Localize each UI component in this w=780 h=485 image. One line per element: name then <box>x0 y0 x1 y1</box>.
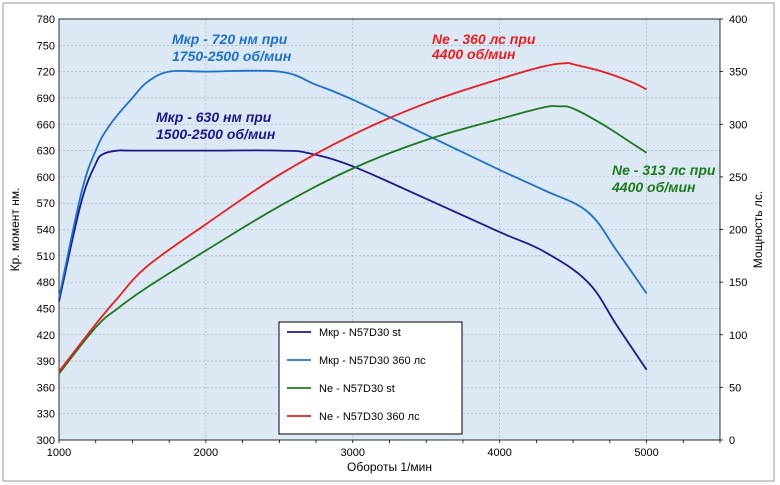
y-left-tick-label: 660 <box>37 119 55 131</box>
legend-label: Mкр - N57D30 st <box>319 327 401 339</box>
y-right-tick-label: 150 <box>729 277 747 289</box>
x-tick-label: 5000 <box>634 447 658 459</box>
legend-label: Mкр - N57D30 360 лс <box>319 355 426 367</box>
y-left-tick-label: 390 <box>37 356 55 368</box>
y-left-tick-label: 330 <box>37 409 55 421</box>
annotation-torque-360-line2: 1750-2500 об/мин <box>172 48 292 64</box>
x-axis-title: Обороты 1/мин <box>347 460 432 474</box>
y-right-tick-label: 0 <box>729 435 735 447</box>
annotation-torque-st-line1: Mкр - 630 нм при <box>156 109 272 125</box>
y-right-tick-label: 400 <box>729 14 747 26</box>
series-line-power-360 <box>58 62 648 373</box>
annotation-power-st-line2: 4400 об/мин <box>611 179 696 195</box>
y-left-tick-label: 630 <box>37 146 55 158</box>
y-right-tick-label: 100 <box>729 330 747 342</box>
y-left-tick-label: 420 <box>37 330 55 342</box>
legend-label: Ne - N57D30 st <box>319 383 395 395</box>
y-right-tick-label: 350 <box>729 67 747 79</box>
y-right-tick-label: 300 <box>729 119 747 131</box>
y-left-tick-label: 360 <box>37 382 55 394</box>
y-left-tick-label: 600 <box>37 172 55 184</box>
y-left-tick-label: 720 <box>37 67 55 79</box>
x-tick-label: 2000 <box>194 447 218 459</box>
legend-label: Ne - N57D30 360 лс <box>319 411 420 423</box>
y-left-tick-label: 510 <box>37 251 55 263</box>
y-left-tick-label: 690 <box>37 93 55 105</box>
y-left-tick-label: 570 <box>37 198 55 210</box>
y-left-tick-label: 450 <box>37 303 55 315</box>
y-left-axis-title: Кр. момент нм. <box>8 188 22 272</box>
y-right-axis-title: Мощность лс. <box>751 191 765 268</box>
y-right-tick-label: 250 <box>729 172 747 184</box>
annotation-power-360-line2: 4400 об/мин <box>431 46 516 62</box>
legend-box <box>278 321 463 435</box>
y-left-tick-label: 300 <box>37 435 55 447</box>
y-right-tick-label: 200 <box>729 225 747 237</box>
x-tick-label: 3000 <box>341 447 365 459</box>
series-line-power-st <box>58 105 648 375</box>
annotation-torque-360-line1: Mкр - 720 нм при <box>172 31 288 47</box>
y-left-tick-label: 480 <box>37 277 55 289</box>
x-tick-label: 1000 <box>47 447 71 459</box>
annotation-power-st-line1: Ne - 313 лс при <box>612 162 716 178</box>
annotation-power-360-line1: Ne - 360 лс при <box>432 31 536 47</box>
y-right-tick-label: 50 <box>729 382 741 394</box>
y-left-tick-label: 540 <box>37 225 55 237</box>
plot-border <box>58 18 721 441</box>
annotation-torque-st-line2: 1500-2500 об/мин <box>156 126 276 142</box>
x-tick-label: 4000 <box>487 447 511 459</box>
y-left-tick-label: 750 <box>37 40 55 52</box>
series-line-torque-st <box>58 149 648 371</box>
y-left-tick-label: 780 <box>37 14 55 26</box>
series-line-torque-360 <box>58 69 648 299</box>
